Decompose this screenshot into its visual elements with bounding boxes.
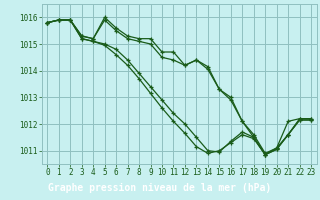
Text: Graphe pression niveau de la mer (hPa): Graphe pression niveau de la mer (hPa) <box>48 183 272 193</box>
